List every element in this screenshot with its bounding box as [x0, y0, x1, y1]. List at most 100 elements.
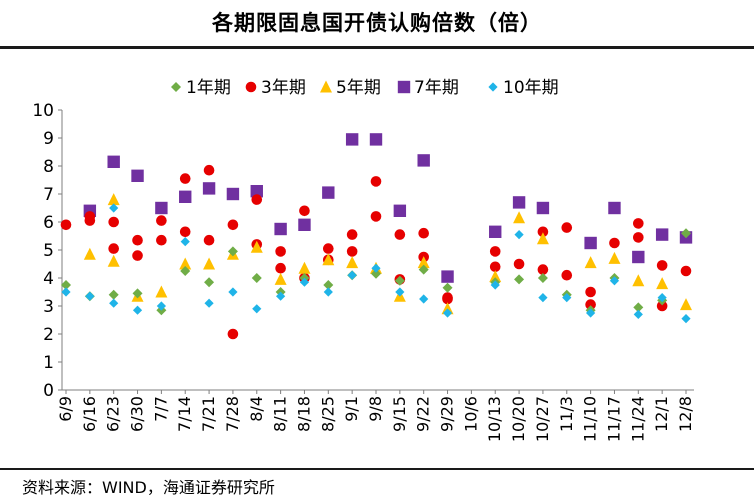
- point-5y: [441, 302, 454, 315]
- x-tick-label: 10/27: [533, 396, 552, 442]
- point-7y: [632, 250, 645, 264]
- legend-label-3y: 3年期: [261, 78, 306, 98]
- series-7y: [83, 133, 693, 283]
- legend-marker-7y: [397, 80, 411, 94]
- x-tick-label: 8/25: [318, 396, 337, 432]
- y-tick-label: 2: [43, 325, 54, 345]
- y-tick-label: 1: [43, 353, 54, 373]
- point-3y: [489, 261, 501, 273]
- point-1y: [371, 268, 381, 279]
- point-5y: [513, 211, 526, 224]
- point-3y: [561, 269, 573, 281]
- point-3y: [203, 234, 215, 246]
- x-tick-label: 7/21: [199, 396, 218, 432]
- x-tick-label: 12/1: [652, 396, 671, 432]
- point-7y: [107, 155, 120, 168]
- point-3y: [203, 164, 215, 176]
- point-5y: [632, 274, 645, 287]
- point-10y: [276, 291, 286, 301]
- point-1y: [132, 288, 143, 299]
- point-10y: [442, 308, 453, 318]
- x-tick-label: 7/7: [151, 396, 170, 422]
- point-5y: [179, 257, 192, 270]
- point-10y: [299, 277, 310, 287]
- point-3y: [179, 173, 191, 184]
- point-1y: [227, 246, 238, 257]
- point-10y: [252, 304, 262, 314]
- legend-marker-10y: [488, 82, 498, 92]
- y-tick-label: 8: [43, 157, 54, 177]
- x-tick-label: 10/20: [509, 396, 528, 442]
- point-3y: [394, 229, 406, 240]
- point-3y: [633, 232, 644, 243]
- point-7y: [202, 182, 216, 195]
- series-5y: [83, 193, 692, 315]
- point-3y: [561, 222, 573, 233]
- point-1y: [514, 274, 525, 285]
- point-7y: [179, 190, 192, 203]
- x-tick-label: 8/11: [271, 396, 290, 432]
- point-3y: [132, 250, 143, 261]
- point-10y: [514, 230, 524, 240]
- point-10y: [538, 293, 548, 303]
- x-tick-label: 9/15: [390, 396, 409, 432]
- point-3y: [513, 258, 525, 270]
- point-1y: [681, 228, 691, 239]
- point-3y: [633, 218, 644, 229]
- point-10y: [586, 308, 596, 318]
- x-tick-label: 6/23: [104, 396, 123, 432]
- point-10y: [347, 270, 357, 280]
- legend-item-10y: 10年期: [488, 78, 559, 98]
- source-note: 资料来源：WIND，海通证券研究所: [22, 478, 275, 497]
- point-5y: [536, 232, 549, 245]
- y-tick-label: 7: [43, 185, 54, 205]
- point-3y: [370, 211, 382, 222]
- point-3y: [299, 205, 310, 217]
- point-3y: [227, 328, 239, 340]
- point-5y: [274, 272, 287, 285]
- point-1y: [418, 264, 429, 275]
- point-3y: [108, 216, 119, 228]
- point-3y: [251, 194, 263, 205]
- point-3y: [585, 286, 596, 298]
- point-3y: [275, 262, 286, 274]
- x-tick-label: 6/9: [56, 396, 75, 422]
- x-tick-label: 10/6: [461, 396, 480, 432]
- point-3y: [179, 226, 191, 238]
- point-3y: [156, 234, 167, 246]
- scatter-chart: 1年期 3年期 5年期 7年期 10年期 0 1 2 3 4 5 6 7 8 9 10 6/9 6/16 6/2…: [32, 78, 695, 442]
- y-tick-label: 10: [32, 101, 54, 121]
- point-3y: [609, 237, 620, 249]
- point-10y: [419, 294, 429, 304]
- y-tick-label: 4: [43, 269, 54, 289]
- point-10y: [395, 287, 405, 297]
- legend-marker-3y: [245, 81, 257, 93]
- point-7y: [131, 169, 144, 182]
- point-5y: [608, 251, 621, 264]
- y-axis: 0 1 2 3 4 5 6 7 8 9 10: [32, 101, 63, 401]
- legend: 1年期 3年期 5年期 7年期 10年期: [171, 78, 559, 98]
- point-7y: [393, 204, 407, 217]
- point-3y: [370, 176, 382, 187]
- x-tick-label: 7/14: [175, 396, 194, 432]
- x-tick-label: 8/4: [247, 396, 266, 422]
- point-7y: [417, 154, 430, 167]
- point-3y: [132, 234, 143, 246]
- point-10y: [204, 298, 214, 308]
- point-3y: [84, 211, 96, 222]
- point-1y: [442, 282, 453, 293]
- legend-label-1y: 1年期: [186, 78, 231, 98]
- point-7y: [250, 185, 263, 198]
- legend-item-5y: 5年期: [320, 78, 381, 98]
- chart-title: 各期限固息国开债认购倍数（倍）: [212, 11, 542, 35]
- point-5y: [656, 277, 669, 290]
- point-1y: [323, 280, 334, 290]
- point-10y: [681, 314, 691, 324]
- point-3y: [108, 243, 119, 254]
- point-3y: [323, 243, 334, 254]
- x-tick-label: 9/29: [438, 396, 457, 432]
- point-10y: [156, 301, 166, 311]
- point-5y: [107, 193, 120, 206]
- legend-label-5y: 5年期: [336, 78, 381, 98]
- point-7y: [369, 133, 383, 146]
